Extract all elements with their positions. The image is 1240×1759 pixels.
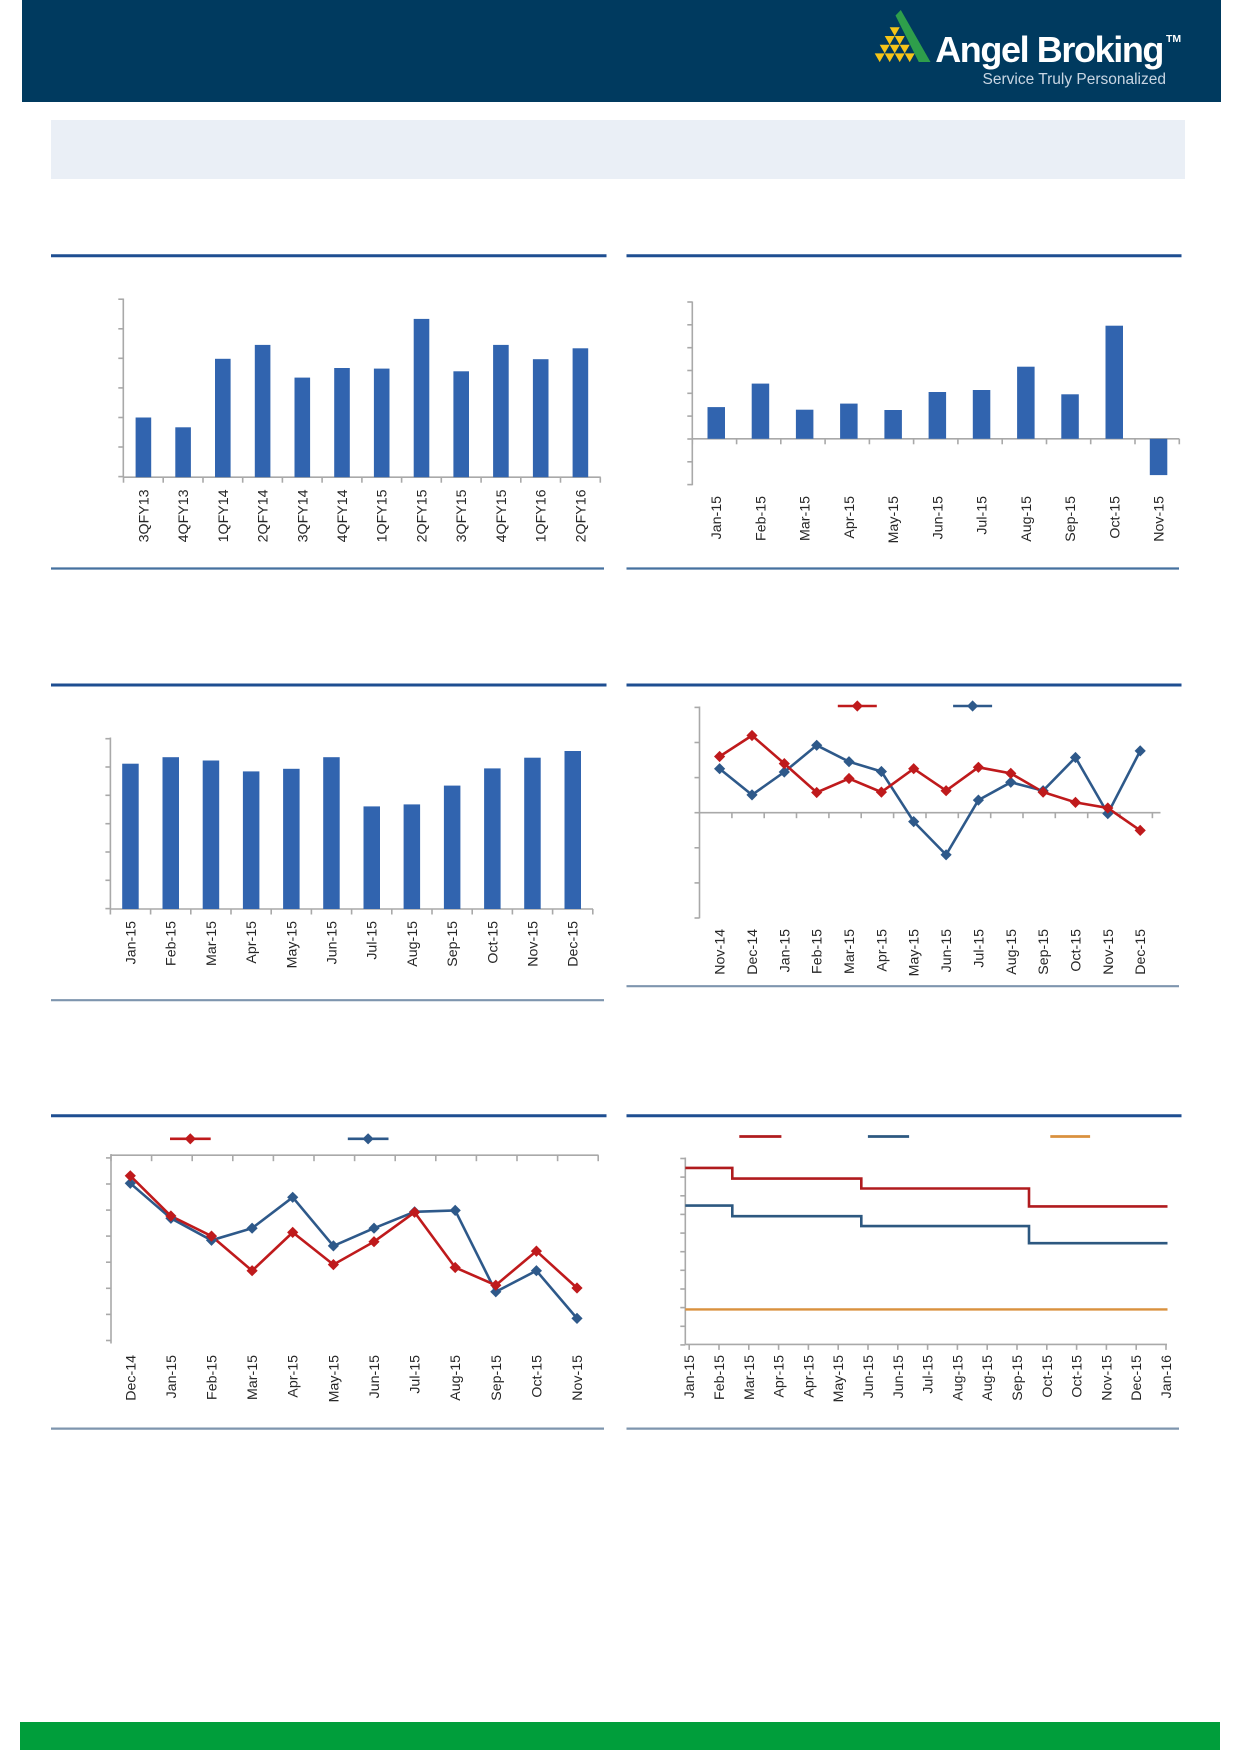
svg-text:Jun-15: Jun-15 — [891, 1355, 907, 1398]
svg-text:Apr-15: Apr-15 — [801, 1355, 817, 1398]
svg-text:Mar-15: Mar-15 — [798, 496, 814, 541]
svg-text:Feb-15: Feb-15 — [712, 1355, 728, 1400]
svg-text:Jul-15: Jul-15 — [365, 921, 381, 960]
svg-text:Aug-15: Aug-15 — [1019, 496, 1035, 542]
svg-text:Jul-15: Jul-15 — [921, 1355, 937, 1394]
svg-text:Jul-15: Jul-15 — [975, 496, 991, 535]
svg-text:Sep-15: Sep-15 — [489, 1355, 505, 1401]
svg-text:Jul-15: Jul-15 — [971, 929, 987, 968]
svg-text:Nov-15: Nov-15 — [570, 1355, 586, 1401]
svg-text:Jan-16: Jan-16 — [1159, 1355, 1175, 1398]
svg-text:2QFY16: 2QFY16 — [573, 489, 589, 542]
svg-text:Dec-15: Dec-15 — [566, 921, 582, 967]
svg-text:Mar-15: Mar-15 — [742, 1355, 758, 1400]
svg-text:1QFY14: 1QFY14 — [216, 489, 232, 542]
svg-text:Jun-15: Jun-15 — [367, 1355, 383, 1398]
svg-text:Oct-15: Oct-15 — [1040, 1355, 1056, 1398]
svg-text:Aug-15: Aug-15 — [448, 1355, 464, 1401]
svg-text:Oct-15: Oct-15 — [1069, 929, 1085, 972]
svg-text:Jul-15: Jul-15 — [408, 1355, 424, 1394]
svg-text:Angel Broking: Angel Broking — [935, 29, 1163, 70]
svg-text:Dec-14: Dec-14 — [123, 1355, 139, 1401]
svg-text:Sep-15: Sep-15 — [445, 921, 461, 967]
svg-text:Jan-15: Jan-15 — [777, 929, 793, 972]
svg-text:4QFY14: 4QFY14 — [335, 489, 351, 542]
svg-text:Aug-15: Aug-15 — [405, 921, 421, 967]
svg-text:Aug-15: Aug-15 — [950, 1355, 966, 1401]
svg-text:Jan-15: Jan-15 — [124, 921, 140, 964]
svg-text:Apr-15: Apr-15 — [286, 1355, 302, 1398]
svg-text:Oct-15: Oct-15 — [485, 921, 501, 964]
svg-text:May-15: May-15 — [284, 921, 300, 968]
svg-text:4QFY15: 4QFY15 — [494, 489, 510, 542]
svg-text:4QFY13: 4QFY13 — [176, 489, 192, 542]
svg-text:Nov-15: Nov-15 — [1099, 1355, 1115, 1401]
svg-text:1QFY16: 1QFY16 — [534, 489, 550, 542]
svg-text:Nov-15: Nov-15 — [1101, 929, 1117, 975]
svg-text:Mar-15: Mar-15 — [245, 1355, 261, 1400]
svg-text:Jun-15: Jun-15 — [325, 921, 341, 964]
svg-text:Nov-15: Nov-15 — [526, 921, 542, 967]
svg-text:Apr-15: Apr-15 — [874, 929, 890, 972]
svg-text:3QFY15: 3QFY15 — [454, 489, 470, 542]
svg-text:Jun-15: Jun-15 — [939, 929, 955, 972]
svg-text:3QFY14: 3QFY14 — [295, 489, 311, 542]
svg-text:Oct-15: Oct-15 — [1070, 1355, 1086, 1398]
svg-text:Nov-15: Nov-15 — [1152, 496, 1168, 542]
svg-text:Feb-15: Feb-15 — [205, 1355, 221, 1400]
svg-text:Service Truly Personalized: Service Truly Personalized — [983, 71, 1167, 88]
svg-text:Apr-15: Apr-15 — [244, 921, 260, 964]
svg-text:May-15: May-15 — [326, 1355, 342, 1402]
svg-text:May-15: May-15 — [831, 1355, 847, 1402]
svg-text:May-15: May-15 — [907, 929, 923, 976]
svg-text:Aug-15: Aug-15 — [980, 1355, 996, 1401]
svg-text:Jan-15: Jan-15 — [709, 496, 725, 539]
svg-text:Feb-15: Feb-15 — [164, 921, 180, 966]
svg-text:May-15: May-15 — [886, 496, 902, 543]
svg-text:Jan-15: Jan-15 — [682, 1355, 698, 1398]
svg-text:Sep-15: Sep-15 — [1036, 929, 1052, 975]
svg-text:Mar-15: Mar-15 — [204, 921, 220, 966]
svg-text:Oct-15: Oct-15 — [1107, 496, 1123, 539]
svg-text:Aug-15: Aug-15 — [1004, 929, 1020, 975]
svg-text:Nov-14: Nov-14 — [713, 929, 729, 975]
svg-text:3QFY13: 3QFY13 — [136, 489, 152, 542]
svg-text:Sep-15: Sep-15 — [1063, 496, 1079, 542]
svg-text:Jun-15: Jun-15 — [861, 1355, 877, 1398]
svg-text:Dec-15: Dec-15 — [1129, 1355, 1145, 1401]
svg-text:Oct-15: Oct-15 — [529, 1355, 545, 1398]
svg-text:2QFY15: 2QFY15 — [415, 489, 431, 542]
svg-text:2QFY14: 2QFY14 — [256, 489, 272, 542]
svg-text:Feb-15: Feb-15 — [753, 496, 769, 541]
svg-text:Sep-15: Sep-15 — [1010, 1355, 1026, 1401]
svg-text:Dec-15: Dec-15 — [1133, 929, 1149, 975]
svg-text:Feb-15: Feb-15 — [810, 929, 826, 974]
svg-text:Apr-15: Apr-15 — [772, 1355, 788, 1398]
svg-text:1QFY15: 1QFY15 — [375, 489, 391, 542]
svg-text:Jun-15: Jun-15 — [930, 496, 946, 539]
svg-text:Jan-15: Jan-15 — [164, 1355, 180, 1398]
svg-text:Mar-15: Mar-15 — [842, 929, 858, 974]
svg-text:TM: TM — [1166, 33, 1181, 45]
svg-text:Apr-15: Apr-15 — [842, 496, 858, 539]
svg-text:Dec-14: Dec-14 — [745, 929, 761, 975]
